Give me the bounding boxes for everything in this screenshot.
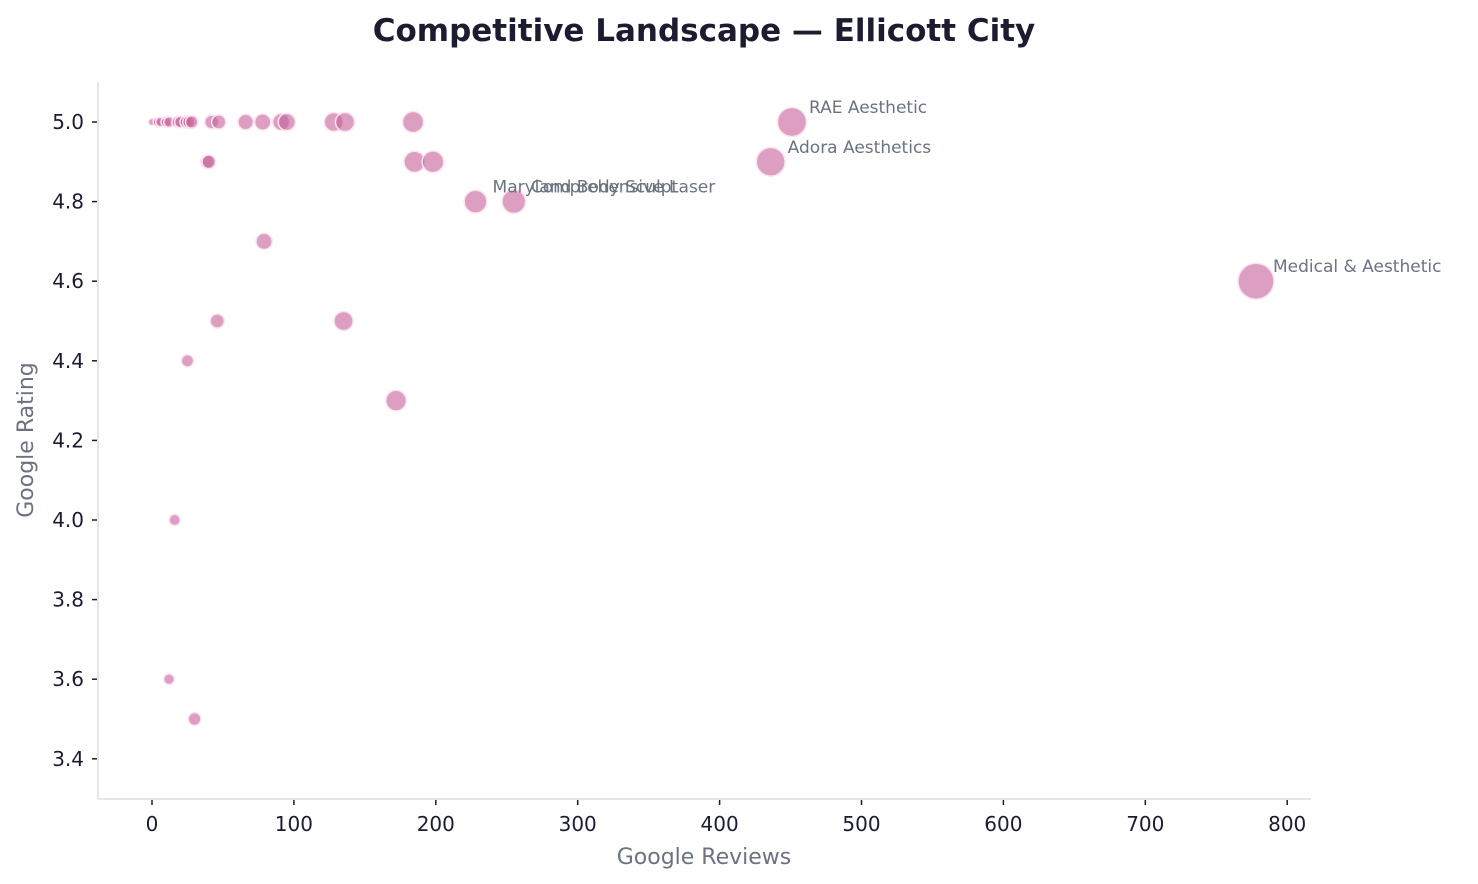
point-label: Maryland Body Sculpt bbox=[493, 178, 679, 198]
chart-title: Competitive Landscape — Ellicott City bbox=[373, 13, 1036, 49]
y-tick-label: 4.2 bbox=[52, 428, 84, 452]
x-tick-label: 800 bbox=[1268, 812, 1306, 836]
data-point bbox=[184, 114, 199, 130]
data-point bbox=[180, 353, 195, 368]
x-tick-label: 200 bbox=[417, 812, 455, 836]
point-annotations: RAE Aesthetic Adora Aesthetics Maryland Bo… bbox=[493, 98, 1442, 277]
data-point bbox=[277, 112, 297, 132]
data-point bbox=[333, 310, 354, 332]
y-tick-label: 4.6 bbox=[52, 269, 84, 293]
data-point bbox=[162, 673, 176, 686]
data-point bbox=[334, 111, 356, 133]
data-point bbox=[463, 189, 488, 214]
y-axis-ticks: 3.4 3.6 3.8 4.0 4.2 4.4 4.6 4.8 5.0 bbox=[52, 110, 97, 771]
x-tick-label: 500 bbox=[842, 812, 880, 836]
y-tick-label: 5.0 bbox=[52, 110, 84, 134]
x-axis-ticks: 0 100 200 300 400 500 600 700 800 bbox=[146, 800, 1306, 836]
data-point bbox=[237, 113, 255, 131]
data-point bbox=[776, 106, 808, 138]
data-point bbox=[187, 711, 202, 727]
point-label: Comprehensive Laser bbox=[531, 178, 715, 198]
data-point bbox=[253, 113, 272, 131]
data-point bbox=[755, 146, 786, 177]
data-point bbox=[210, 114, 227, 130]
x-tick-label: 400 bbox=[701, 812, 739, 836]
x-tick-label: 100 bbox=[275, 812, 313, 836]
y-tick-label: 4.8 bbox=[52, 190, 84, 214]
y-tick-label: 4.4 bbox=[52, 349, 84, 373]
point-label: Adora Aesthetics bbox=[788, 138, 932, 158]
y-tick-label: 4.0 bbox=[52, 508, 84, 532]
x-tick-label: 600 bbox=[984, 812, 1022, 836]
data-point bbox=[255, 232, 273, 251]
data-point bbox=[385, 389, 408, 412]
y-tick-label: 3.8 bbox=[52, 588, 84, 612]
data-point bbox=[421, 150, 445, 174]
data-point bbox=[209, 313, 226, 329]
y-axis-label: Google Rating bbox=[14, 362, 39, 518]
data-point bbox=[501, 189, 527, 215]
y-tick-label: 3.6 bbox=[52, 667, 84, 691]
x-tick-label: 700 bbox=[1126, 812, 1164, 836]
point-label: RAE Aesthetic bbox=[809, 98, 927, 118]
data-point bbox=[1237, 262, 1275, 300]
x-tick-label: 0 bbox=[146, 812, 159, 836]
x-axis-label: Google Reviews bbox=[617, 845, 792, 870]
plot-area: 0 100 200 300 400 500 600 700 800 3.4 3.6 3.8 4.0 4.… bbox=[52, 82, 1441, 836]
data-point bbox=[168, 513, 182, 527]
data-point bbox=[401, 110, 425, 134]
point-label: Medical & Aesthetic bbox=[1273, 257, 1441, 277]
data-point bbox=[201, 154, 217, 170]
x-tick-label: 300 bbox=[559, 812, 597, 836]
y-tick-label: 3.4 bbox=[52, 747, 84, 771]
data-points bbox=[147, 106, 1275, 727]
